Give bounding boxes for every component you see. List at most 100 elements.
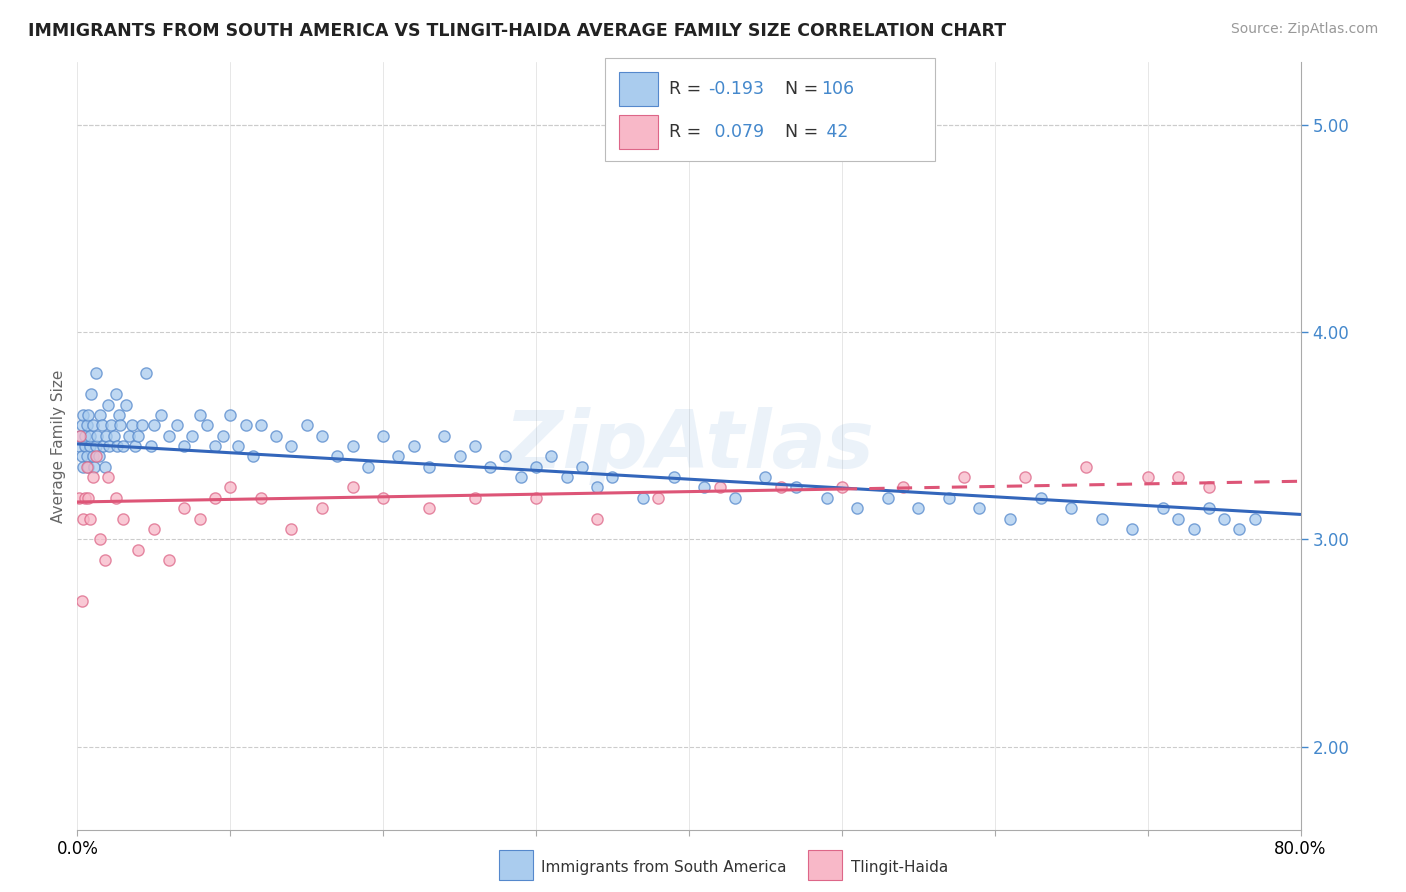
Point bbox=[953, 470, 976, 484]
Point bbox=[342, 480, 364, 494]
Point bbox=[586, 480, 609, 494]
Point bbox=[157, 553, 180, 567]
Point bbox=[76, 418, 98, 433]
Point bbox=[89, 408, 111, 422]
Point bbox=[226, 439, 249, 453]
Text: Tlingit-Haida: Tlingit-Haida bbox=[851, 860, 948, 874]
Text: Source: ZipAtlas.com: Source: ZipAtlas.com bbox=[1230, 22, 1378, 37]
Point bbox=[70, 594, 93, 608]
Point bbox=[94, 553, 117, 567]
Point bbox=[112, 439, 135, 453]
Point bbox=[540, 450, 562, 464]
Point bbox=[103, 428, 125, 442]
Point bbox=[891, 480, 914, 494]
Point bbox=[1136, 470, 1159, 484]
Point bbox=[86, 428, 108, 442]
Point bbox=[433, 428, 456, 442]
Point bbox=[219, 408, 242, 422]
Point bbox=[104, 491, 127, 505]
Point bbox=[969, 501, 991, 516]
Point bbox=[80, 387, 103, 401]
Point bbox=[211, 428, 233, 442]
Point bbox=[142, 522, 165, 536]
Point bbox=[73, 439, 96, 453]
Point bbox=[1229, 522, 1251, 536]
Point bbox=[79, 439, 101, 453]
Point bbox=[1198, 480, 1220, 494]
Point bbox=[83, 459, 105, 474]
Point bbox=[709, 480, 731, 494]
Point bbox=[998, 511, 1021, 525]
Point bbox=[90, 418, 112, 433]
Point bbox=[173, 439, 195, 453]
Point bbox=[524, 491, 547, 505]
Point bbox=[135, 367, 157, 381]
Point bbox=[1213, 511, 1236, 525]
Point bbox=[89, 533, 111, 547]
Point bbox=[1167, 511, 1189, 525]
Point bbox=[631, 491, 654, 505]
Point bbox=[173, 501, 195, 516]
Point bbox=[73, 491, 96, 505]
Point bbox=[118, 428, 141, 442]
Text: 0.079: 0.079 bbox=[709, 123, 763, 141]
Point bbox=[647, 491, 669, 505]
Point bbox=[571, 459, 593, 474]
Point bbox=[72, 408, 94, 422]
Point bbox=[326, 450, 349, 464]
Point bbox=[204, 439, 226, 453]
Point bbox=[67, 439, 90, 453]
Text: R =: R = bbox=[669, 123, 707, 141]
Point bbox=[72, 459, 94, 474]
Point bbox=[311, 428, 333, 442]
Point bbox=[104, 387, 127, 401]
Point bbox=[188, 408, 211, 422]
Point bbox=[1060, 501, 1083, 516]
Point bbox=[121, 418, 143, 433]
Point bbox=[82, 470, 104, 484]
Point bbox=[693, 480, 716, 494]
Point bbox=[84, 450, 107, 464]
Point bbox=[815, 491, 838, 505]
Point bbox=[1014, 470, 1036, 484]
Point bbox=[280, 522, 302, 536]
Point bbox=[264, 428, 287, 442]
Point bbox=[166, 418, 188, 433]
Point bbox=[724, 491, 747, 505]
Point bbox=[84, 367, 107, 381]
Point bbox=[769, 480, 792, 494]
Point bbox=[1152, 501, 1174, 516]
Point bbox=[82, 418, 104, 433]
Point bbox=[464, 491, 486, 505]
Point bbox=[342, 439, 364, 453]
Point bbox=[602, 470, 624, 484]
Point bbox=[70, 450, 93, 464]
Point bbox=[150, 408, 173, 422]
Point bbox=[250, 418, 273, 433]
Point bbox=[112, 511, 135, 525]
Point bbox=[1182, 522, 1205, 536]
Point bbox=[357, 459, 380, 474]
Point bbox=[371, 428, 394, 442]
Point bbox=[418, 501, 440, 516]
Point bbox=[479, 459, 502, 474]
Point bbox=[280, 439, 302, 453]
Point bbox=[97, 398, 120, 412]
Point bbox=[91, 439, 114, 453]
Point bbox=[402, 439, 425, 453]
Point bbox=[242, 450, 264, 464]
Text: R =: R = bbox=[669, 79, 707, 98]
Point bbox=[509, 470, 531, 484]
Point bbox=[142, 418, 165, 433]
Point bbox=[188, 511, 211, 525]
Point bbox=[1198, 501, 1220, 516]
Point bbox=[124, 439, 146, 453]
Point bbox=[938, 491, 960, 505]
Point bbox=[76, 459, 98, 474]
Point bbox=[127, 542, 149, 557]
Text: N =: N = bbox=[785, 123, 824, 141]
Point bbox=[97, 470, 120, 484]
Point bbox=[387, 450, 409, 464]
Point bbox=[181, 428, 204, 442]
Point bbox=[219, 480, 242, 494]
